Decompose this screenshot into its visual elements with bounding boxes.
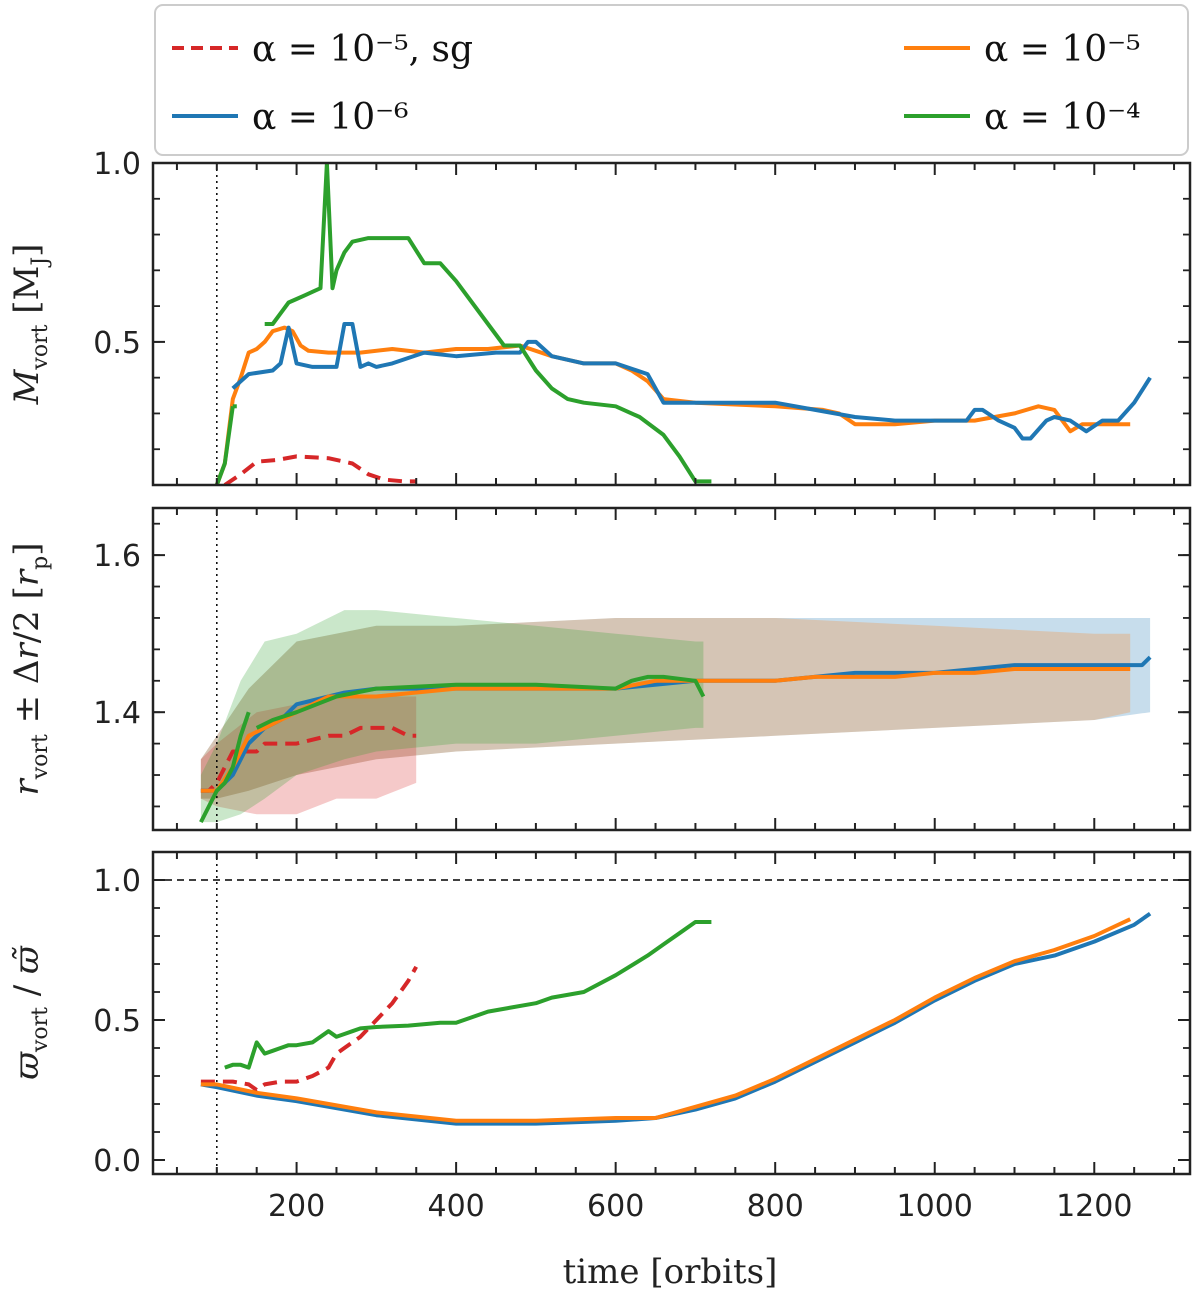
y-tick-label: 1.4: [93, 696, 141, 731]
plot-area: [199, 508, 1152, 830]
band-a4: [200, 610, 704, 823]
y-axis-label: Mvort [MJ]: [7, 244, 53, 406]
x-tick-label: 600: [587, 1189, 644, 1224]
y-tick-label: 1.0: [93, 864, 141, 899]
plot-area: [153, 852, 1190, 1174]
series-line-a4: [199, 711, 251, 824]
series-line-a4: [255, 674, 706, 730]
panels: 0.5 1.0 Mvort [MJ] 1.4 1.6 rvort ± Δr/2 [rp] 2…: [7, 147, 1192, 1224]
series-line-sg: [200, 725, 417, 793]
panel-2: 1.4 1.6 rvort ± Δr/2 [rp]: [7, 506, 1192, 832]
legend-label-sg: α = 10⁻⁵, sg: [252, 29, 473, 70]
series-line-a6: [200, 911, 1152, 1126]
series-line-a4: [224, 920, 712, 1070]
series-line-a6: [231, 322, 1152, 441]
band-a6: [200, 618, 1151, 799]
panel-frame: [151, 506, 1192, 832]
series-line-sg: [200, 965, 418, 1092]
plot-area: [214, 163, 1152, 485]
panel-3: 200 400 600 800 1000 1200 0.0 0.5 1.0 ϖvort / ϖ̃: [7, 850, 1192, 1224]
x-tick-label: 1000: [897, 1189, 973, 1224]
panel-frame: [151, 850, 1192, 1176]
series-line-sg: [223, 454, 417, 485]
legend-label-a6: α = 10⁻⁶: [252, 97, 409, 138]
panel-frame: [151, 161, 1192, 487]
legend-label-a4: α = 10⁻⁴: [984, 97, 1141, 138]
y-tick-label: 0.5: [93, 326, 141, 361]
x-tick-label: 200: [268, 1189, 325, 1224]
legend: α = 10⁻⁵, sg α = 10⁻⁵ α = 10⁻⁶ α = 10⁻⁴: [154, 4, 1189, 156]
x-tick-label: 800: [747, 1189, 804, 1224]
y-axis-label: ϖvort / ϖ̃: [7, 945, 53, 1080]
y-tick-label: 1.0: [93, 147, 141, 182]
series-line-a5: [200, 917, 1132, 1123]
x-axis-label: time [orbits]: [563, 1252, 778, 1292]
series-line-a4: [264, 163, 712, 484]
y-axis-label: rvort ± Δr/2 [rp]: [7, 542, 53, 795]
y-tick-label: 0.0: [93, 1144, 141, 1179]
y-tick-label: 0.5: [93, 1004, 141, 1039]
x-tick-label: 1200: [1056, 1189, 1132, 1224]
panel-1: 0.5 1.0 Mvort [MJ]: [7, 147, 1192, 487]
series-line-a4: [214, 406, 235, 485]
x-tick-label: 400: [427, 1189, 484, 1224]
band-a5: [200, 618, 1131, 799]
y-tick-label: 1.6: [93, 539, 141, 574]
legend-label-a5: α = 10⁻⁵: [984, 29, 1141, 70]
series-line-a5: [214, 325, 1131, 485]
